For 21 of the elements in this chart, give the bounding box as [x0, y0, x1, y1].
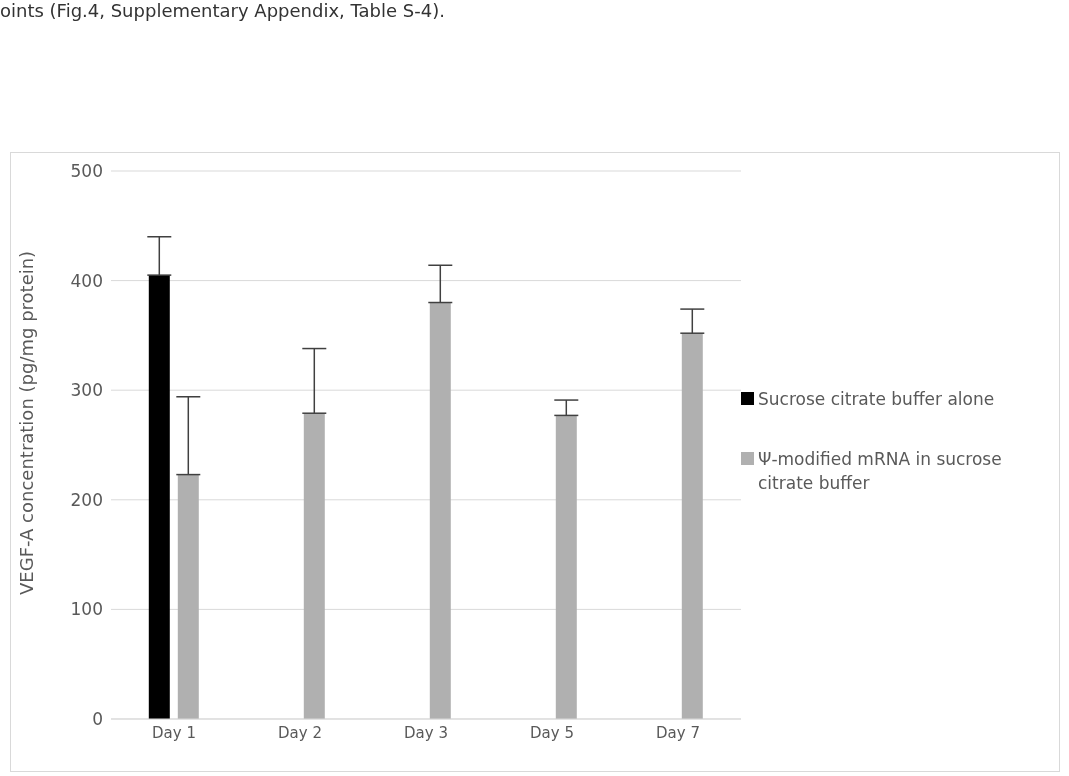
- y-axis-title: VEGF-A concentration (pg/mg protein): [16, 250, 38, 595]
- x-tick-label: Day 2: [278, 723, 322, 742]
- bar: [429, 302, 451, 719]
- bar: [148, 275, 170, 719]
- bar: [681, 333, 703, 719]
- legend-label: Sucrose citrate buffer alone: [758, 388, 996, 411]
- x-tick-label: Day 5: [530, 723, 574, 742]
- bar: [555, 415, 577, 719]
- bar: [303, 413, 325, 719]
- y-tick-label: 400: [70, 270, 103, 291]
- y-tick-label: 500: [70, 161, 103, 182]
- x-tick-label: Day 7: [656, 723, 700, 742]
- y-tick-label: 100: [70, 599, 103, 620]
- legend-label: Ψ-modified mRNA in sucrose citrate buffer: [758, 448, 1003, 495]
- y-tick-label: 200: [70, 489, 103, 510]
- y-tick-label: 0: [92, 709, 103, 730]
- text: oints (Fig.4, Supplementary Appendix, Table S-4).: [0, 0, 445, 21]
- x-tick-label: Day 3: [404, 723, 448, 742]
- y-tick-label: 300: [70, 380, 103, 401]
- x-tick-label: Day 1: [152, 723, 196, 742]
- bar: [177, 474, 199, 719]
